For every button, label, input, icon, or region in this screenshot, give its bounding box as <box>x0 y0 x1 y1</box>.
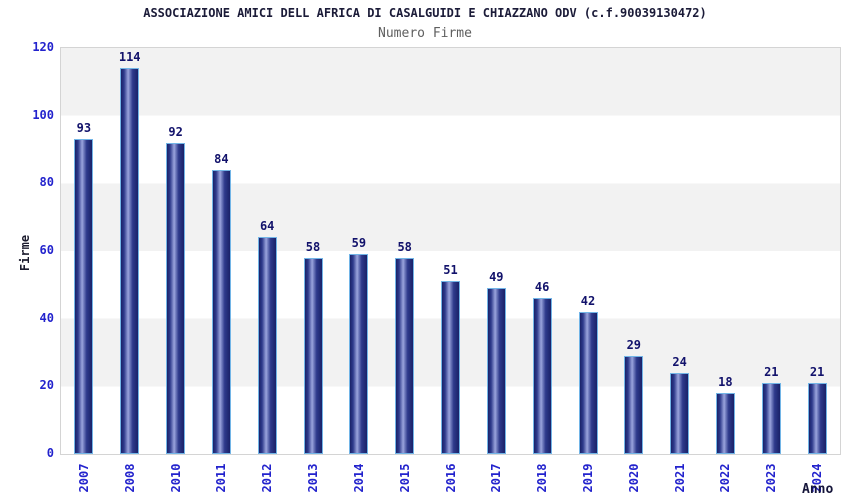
bar-value-label: 93 <box>76 121 92 135</box>
y-axis-tick-label: 60 <box>39 243 54 257</box>
bar-value-label: 84 <box>214 152 229 166</box>
bar-value-label: 42 <box>580 294 596 308</box>
bar <box>395 258 415 454</box>
y-axis-tick-label: 100 <box>32 107 54 122</box>
bar <box>303 258 323 454</box>
chart-subtitle: Numero Firme <box>378 26 472 41</box>
x-axis-tick-label: 2008 <box>122 463 137 493</box>
x-axis-tick-label: 2022 <box>718 463 733 493</box>
bar-value-label: 58 <box>305 240 321 254</box>
bar <box>486 288 506 454</box>
x-axis-tick-label: 2017 <box>489 463 504 493</box>
bar <box>441 281 460 454</box>
bar <box>761 383 781 454</box>
bar <box>349 254 369 454</box>
bar-value-label: 21 <box>809 365 825 379</box>
chart-title: ASSOCIAZIONE AMICI DELL AFRICA DI CASALG… <box>143 6 707 20</box>
x-axis-tick-label: 2019 <box>581 463 595 493</box>
bar-value-label: 51 <box>443 263 458 277</box>
bar-value-label: 46 <box>534 280 550 294</box>
bar-value-label: 92 <box>168 125 183 139</box>
bar <box>74 139 94 454</box>
y-axis-tick-label: 120 <box>32 40 54 54</box>
plot-area: 93 114 92 84 64 58 59 58 51 49 46 42 29 24 18 21 21 <box>60 47 841 455</box>
bar <box>211 170 231 454</box>
bar <box>578 312 598 454</box>
x-axis-tick-label: 2018 <box>535 463 550 493</box>
y-axis-tick-label: 0 <box>46 446 54 460</box>
bar <box>257 237 277 454</box>
bar-value-label: 58 <box>397 240 412 254</box>
x-axis-tick-label: 2010 <box>168 463 183 493</box>
bar <box>807 383 827 454</box>
bar-value-label: 59 <box>351 236 367 250</box>
bar-value-label: 18 <box>718 375 733 389</box>
x-axis-tick-label: 2016 <box>443 463 458 493</box>
bar <box>624 356 644 454</box>
bar <box>670 373 690 454</box>
y-axis-tick-label: 80 <box>39 175 54 190</box>
bar-value-label: 64 <box>259 219 275 233</box>
x-axis-tick-label: 2021 <box>672 463 687 493</box>
x-axis-tick-label: 2013 <box>306 463 320 493</box>
bar-value-label: 114 <box>118 50 141 64</box>
bar-value-label: 24 <box>672 355 687 369</box>
bar-value-label: 29 <box>626 338 642 352</box>
x-axis-tick-label: 2007 <box>76 463 91 493</box>
x-axis-tick-label: 2011 <box>214 463 229 493</box>
x-axis-title: Anno <box>802 482 834 497</box>
x-axis-tick-label: 2023 <box>764 463 779 493</box>
y-axis-tick-label: 40 <box>39 310 54 325</box>
bar <box>532 298 552 454</box>
bar <box>166 143 186 454</box>
x-axis-tick-label: 2012 <box>260 463 275 493</box>
y-axis-tick-label: 20 <box>39 378 54 393</box>
bar-value-label: 49 <box>489 270 504 284</box>
bar <box>715 393 735 454</box>
bar <box>120 68 140 454</box>
bar-value-label: 21 <box>764 365 779 379</box>
x-axis-tick-label: 2015 <box>397 463 412 493</box>
x-axis-tick-label: 2014 <box>351 463 366 493</box>
x-axis-tick-label: 2020 <box>626 463 641 493</box>
